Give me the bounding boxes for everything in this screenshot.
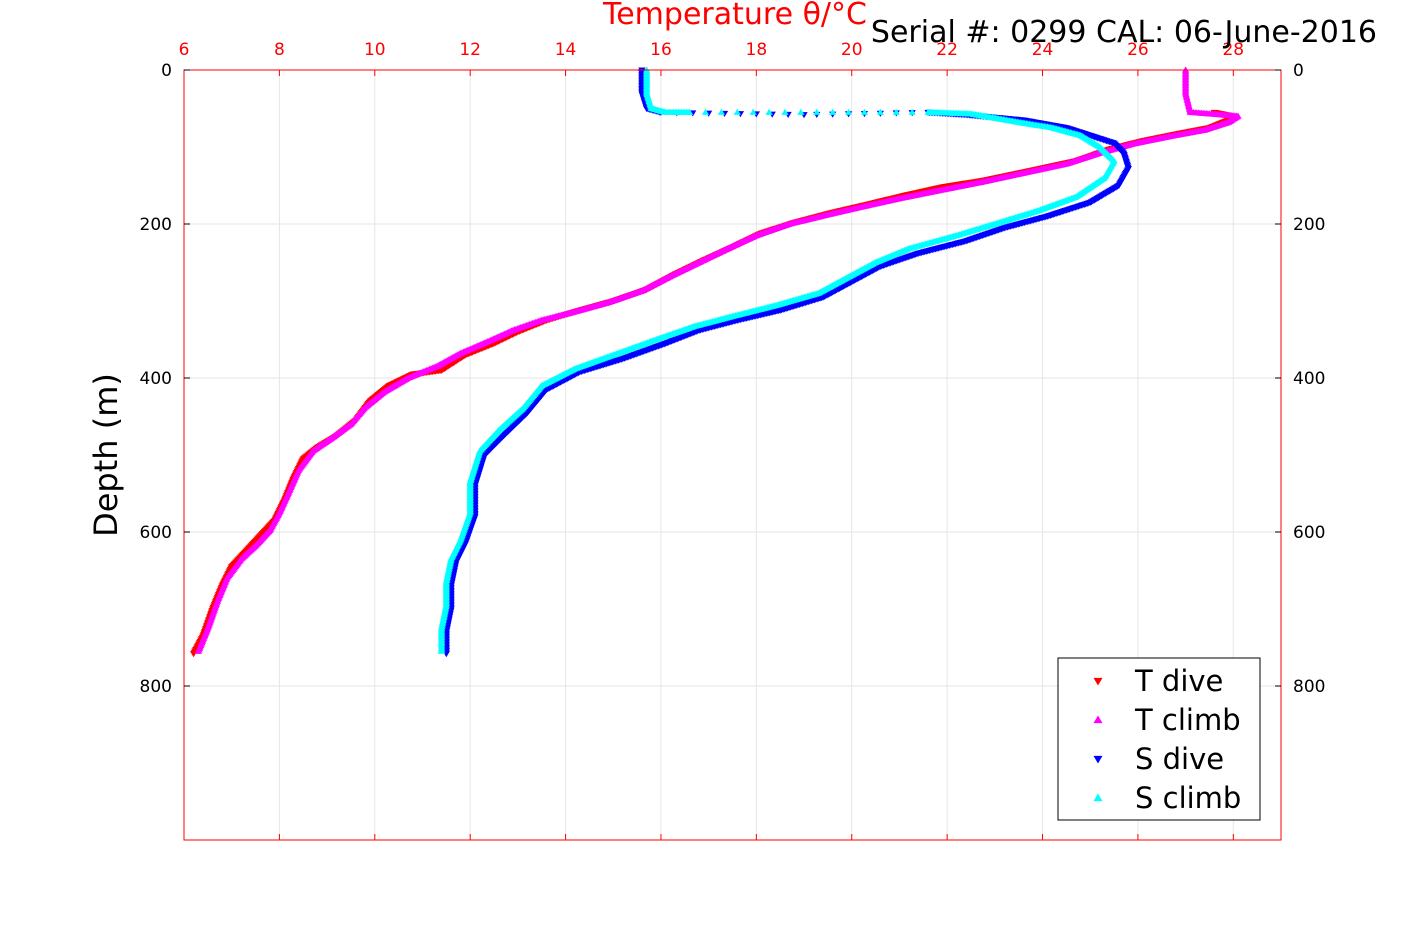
data-point bbox=[829, 108, 837, 115]
y-tick-label-left: 600 bbox=[140, 523, 172, 543]
chart-title: Serial #: 0299 CAL: 06-June-2016 bbox=[871, 15, 1377, 50]
data-point bbox=[924, 108, 932, 115]
y-tick-label-right: 0 bbox=[1293, 61, 1304, 81]
legend-box bbox=[1057, 657, 1261, 821]
plot-frame bbox=[183, 69, 1282, 841]
series-s-dive bbox=[442, 67, 1132, 658]
y-tick-label-right: 800 bbox=[1293, 677, 1325, 697]
legend-marker bbox=[1093, 793, 1103, 802]
points-layer bbox=[189, 66, 1242, 658]
y-tick-label-left: 0 bbox=[161, 61, 172, 81]
x-tick-label: 22 bbox=[936, 40, 958, 60]
x-axis-label: Temperature θ/°C bbox=[602, 0, 867, 32]
legend-label: T dive bbox=[1134, 664, 1223, 698]
y-tick-label-right: 400 bbox=[1293, 369, 1325, 389]
x-tick-label: 26 bbox=[1127, 40, 1149, 60]
x-tick-label: 16 bbox=[650, 40, 672, 60]
x-tick-label: 24 bbox=[1032, 40, 1054, 60]
ticks-layer: 6 8 10 12 14 16 18 20 22 24 26 28 0 0 200 200 400 400 600 6… bbox=[140, 40, 1325, 840]
y-axis-label: Depth (m) bbox=[87, 373, 125, 537]
data-point bbox=[701, 108, 710, 115]
data-point bbox=[643, 66, 651, 73]
data-point bbox=[765, 108, 773, 115]
data-point bbox=[908, 108, 916, 115]
data-point bbox=[892, 108, 900, 115]
y-tick-label-left: 200 bbox=[140, 215, 172, 235]
x-tick-label: 10 bbox=[364, 40, 386, 60]
legend-marker bbox=[1093, 715, 1103, 724]
data-point bbox=[749, 108, 757, 115]
y-tick-label-left: 400 bbox=[140, 369, 172, 389]
y-tick-label-right: 200 bbox=[1293, 215, 1325, 235]
data-point bbox=[844, 108, 853, 115]
x-tick-label: 8 bbox=[274, 40, 285, 60]
x-tick-label: 12 bbox=[459, 40, 481, 60]
series-t-climb bbox=[194, 66, 1242, 654]
data-point bbox=[638, 67, 646, 74]
data-point bbox=[1182, 66, 1190, 73]
data-point bbox=[781, 108, 789, 115]
y-tick-label-left: 800 bbox=[140, 677, 172, 697]
legend: T dive T climb S dive S climb bbox=[1057, 657, 1261, 821]
data-point bbox=[717, 108, 725, 115]
legend-label: S climb bbox=[1135, 781, 1241, 815]
legend-label: S dive bbox=[1135, 742, 1224, 776]
y-tick-label-right: 600 bbox=[1293, 523, 1325, 543]
x-tick-label: 28 bbox=[1222, 40, 1244, 60]
data-point bbox=[733, 108, 741, 115]
series-s-climb bbox=[437, 66, 1118, 654]
legend-marker bbox=[1093, 677, 1103, 686]
x-tick-label: 6 bbox=[179, 40, 190, 60]
data-point bbox=[813, 108, 821, 115]
data-point bbox=[797, 108, 805, 115]
x-tick-label: 18 bbox=[746, 40, 768, 60]
legend-marker bbox=[1093, 755, 1103, 764]
data-point bbox=[860, 108, 869, 115]
legend-items: T dive T climb S dive S climb bbox=[1093, 664, 1241, 815]
data-point bbox=[876, 108, 884, 115]
legend-label: T climb bbox=[1134, 703, 1241, 737]
x-tick-label: 20 bbox=[841, 40, 863, 60]
x-tick-label: 14 bbox=[555, 40, 577, 60]
